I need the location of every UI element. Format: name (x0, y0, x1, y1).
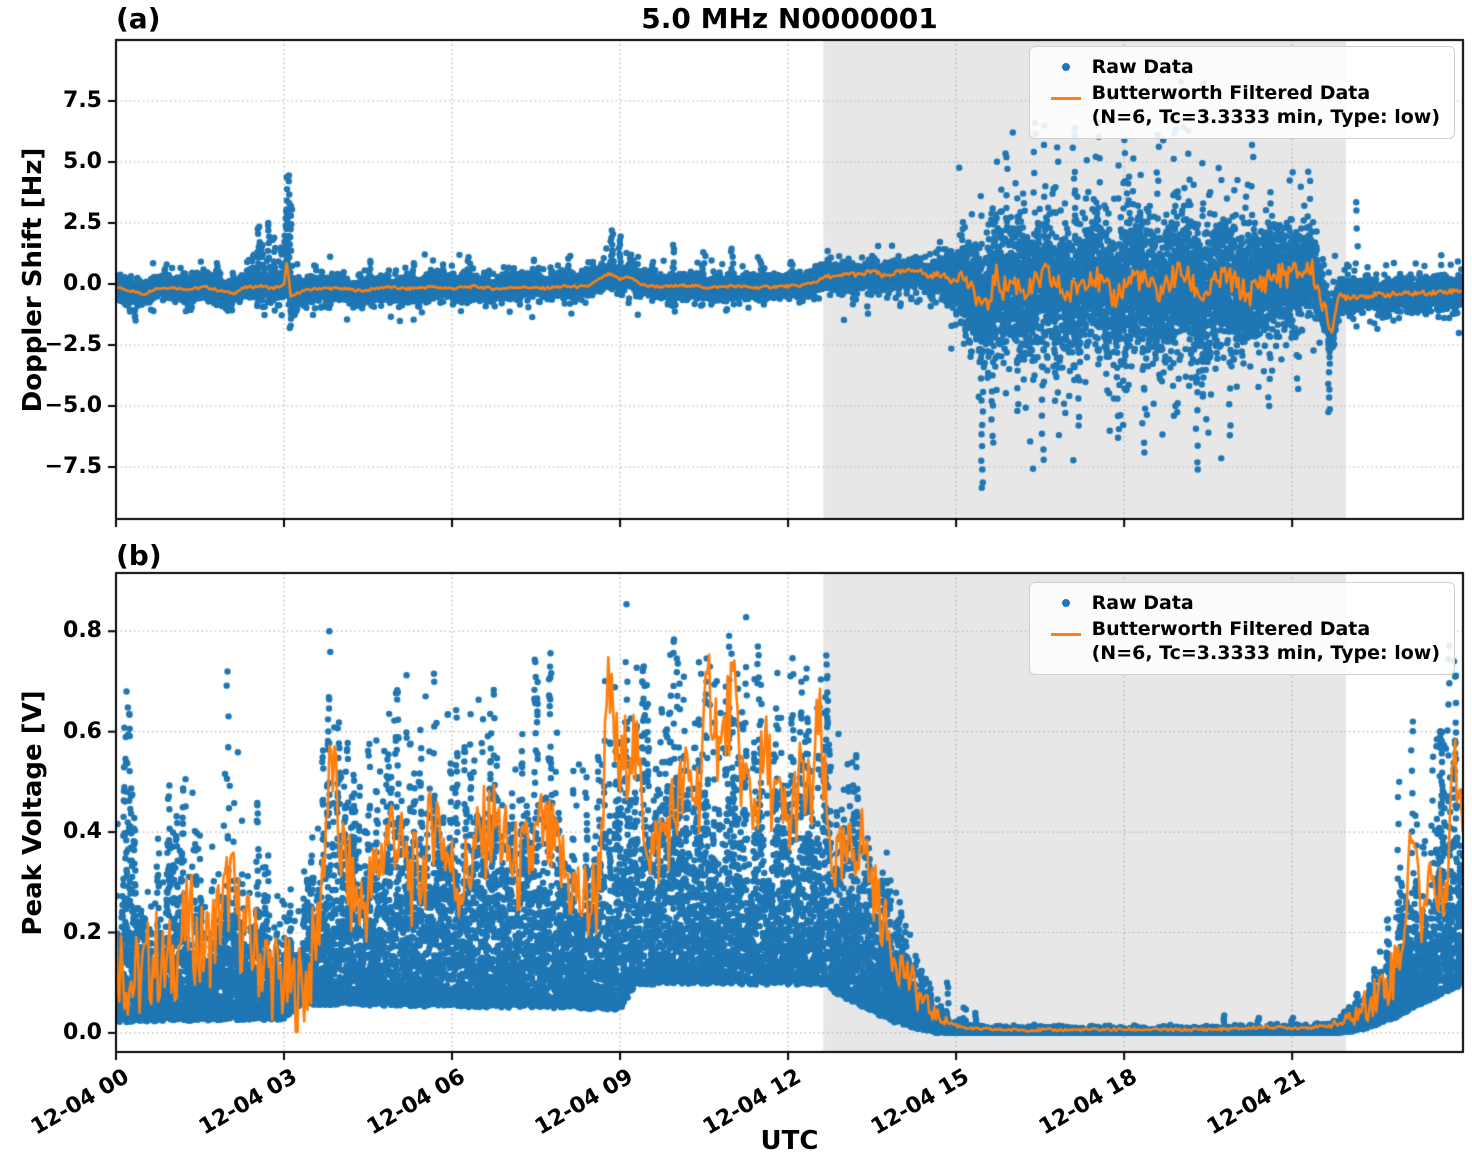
y-tick-label: 0.0 (63, 1019, 102, 1045)
legend-filtered-sublabel: (N=6, Tc=3.3333 min, Type: low) (1091, 106, 1440, 128)
legend-panel-b: Raw Data Butterworth Filtered Data (N=6,… (1028, 582, 1455, 675)
y-tick-label: 0.0 (63, 271, 102, 296)
legend-raw-entry: Raw Data (1040, 55, 1440, 79)
legend-raw-entry: Raw Data (1040, 591, 1440, 615)
legend-raw-label: Raw Data (1091, 56, 1194, 78)
y-tick-label: −5.0 (44, 393, 102, 419)
legend-panel-a: Raw Data Butterworth Filtered Data (N=6,… (1028, 46, 1455, 139)
y-tick-label: 0.8 (63, 618, 102, 644)
panel-b-label: (b) (116, 539, 162, 572)
y-tick-label: 7.5 (63, 88, 102, 113)
filtered-line-marker-icon (1040, 617, 1092, 641)
y-tick-label: 0.4 (63, 819, 102, 845)
legend-filtered-entry: Butterworth Filtered Data (N=6, Tc=3.333… (1040, 617, 1440, 665)
legend-filtered-label: Butterworth Filtered Data (1091, 618, 1371, 640)
legend-filtered-label: Butterworth Filtered Data (1091, 82, 1371, 104)
y-tick-label: 2.5 (63, 210, 102, 235)
y-tick-label: −7.5 (44, 454, 102, 480)
y-tick-label: 5.0 (63, 149, 102, 174)
y-tick-label: −2.5 (44, 332, 102, 358)
x-axis-label: UTC (760, 1126, 819, 1156)
y-tick-label: 0.2 (63, 919, 102, 945)
filtered-line-marker-icon (1040, 81, 1092, 105)
y-tick-label: 0.6 (63, 718, 102, 744)
legend-raw-label: Raw Data (1091, 592, 1194, 614)
chart-title: 5.0 MHz N0000001 (641, 2, 938, 35)
panel-a-label: (a) (116, 2, 161, 35)
raw-data-marker-icon (1040, 55, 1092, 79)
raw-data-marker-icon (1040, 591, 1092, 615)
legend-filtered-sublabel: (N=6, Tc=3.3333 min, Type: low) (1091, 642, 1440, 664)
legend-filtered-entry: Butterworth Filtered Data (N=6, Tc=3.333… (1040, 81, 1440, 129)
